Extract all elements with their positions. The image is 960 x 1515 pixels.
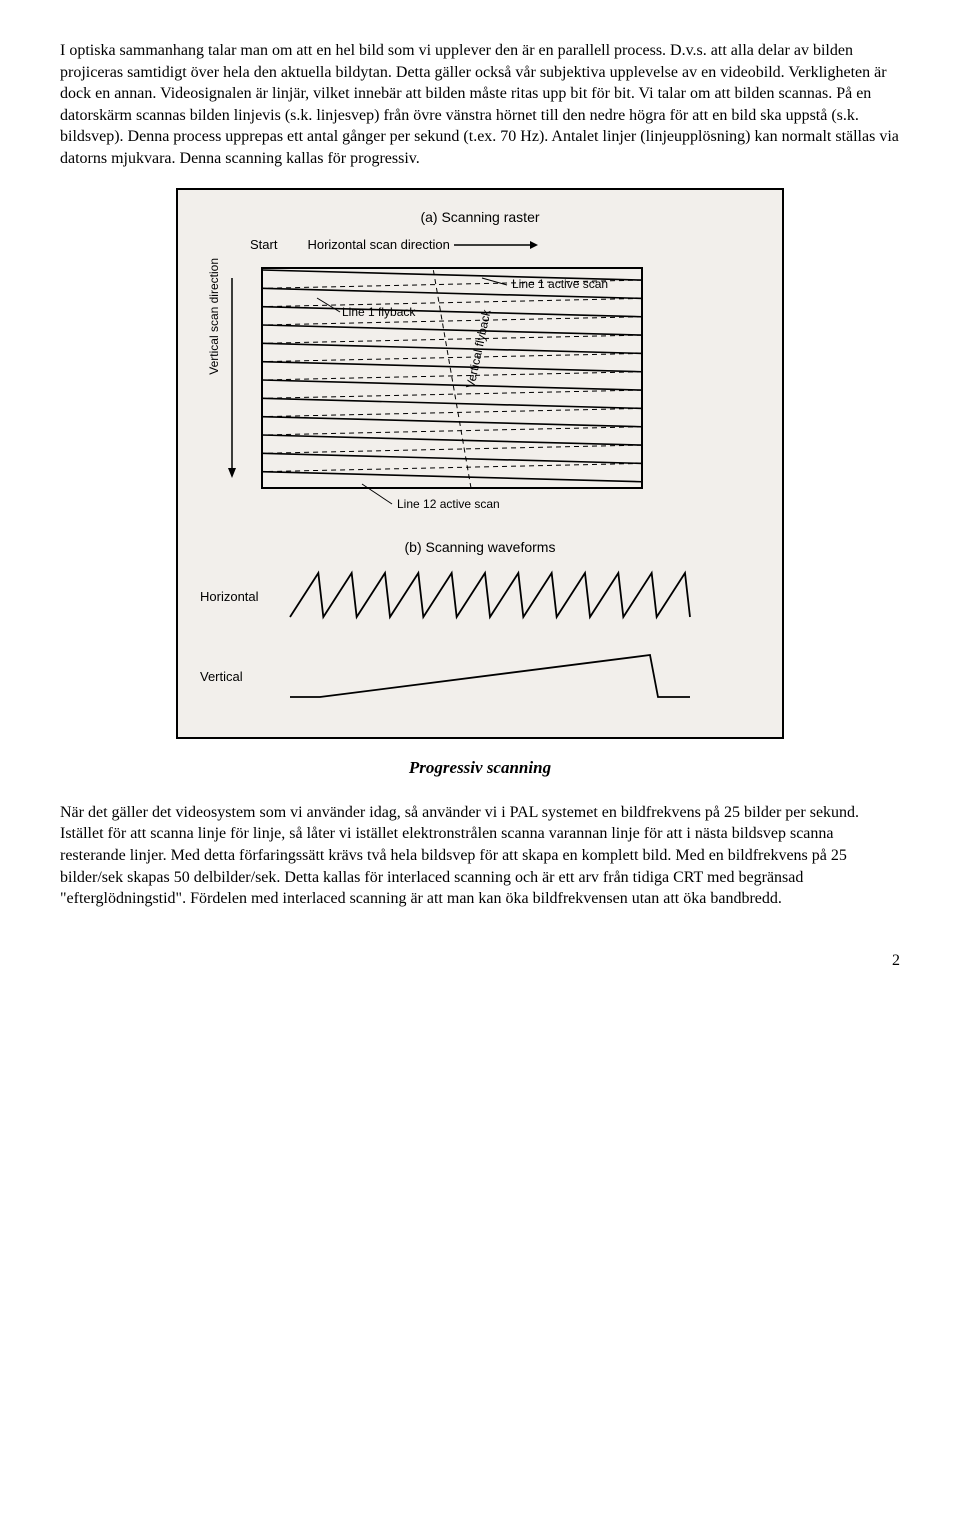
vertical-waveform — [280, 647, 700, 707]
figure-container: (a) Scanning raster Start Horizontal sca… — [60, 188, 900, 739]
horizontal-waveform — [280, 567, 700, 627]
paragraph-2: När det gäller det videosystem som vi an… — [60, 802, 900, 910]
vertical-label: Vertical — [200, 668, 280, 686]
paragraph-1: I optiska sammanhang talar man om att en… — [60, 40, 900, 170]
raster-diagram: Line 1 active scanLine 1 flybackVertical… — [242, 258, 682, 518]
horizontal-label: Horizontal — [200, 588, 280, 606]
arrow-right-icon — [450, 240, 540, 250]
svg-text:Line 1 flyback: Line 1 flyback — [342, 305, 416, 319]
figure-caption: Progressiv scanning — [60, 757, 900, 780]
page-number: 2 — [60, 950, 900, 972]
svg-text:Line 12 active scan: Line 12 active scan — [397, 497, 500, 511]
hscan-label: Horizontal scan direction — [307, 236, 449, 254]
svg-text:Line 1 active scan: Line 1 active scan — [512, 277, 608, 291]
vertical-scan-label: Vertical scan direction — [200, 258, 222, 435]
arrow-down-icon — [222, 258, 242, 488]
figure-title-a: (a) Scanning raster — [200, 208, 760, 227]
scanning-figure: (a) Scanning raster Start Horizontal sca… — [176, 188, 784, 739]
figure-title-b: (b) Scanning waveforms — [200, 538, 760, 557]
start-label: Start — [250, 236, 277, 254]
